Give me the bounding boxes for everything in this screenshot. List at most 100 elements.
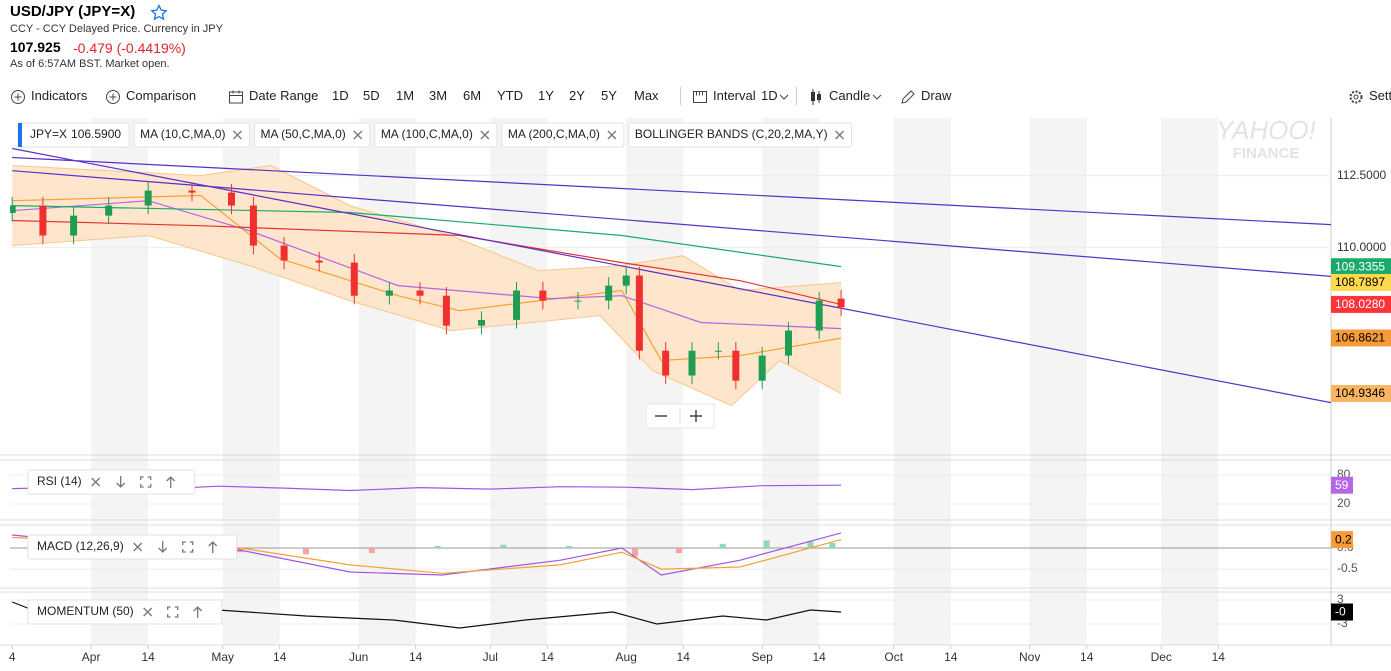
icon-close[interactable] <box>143 607 153 617</box>
chip <box>133 122 250 148</box>
study-label: MA (200,C,MA,0) <box>508 127 600 141</box>
draw-button[interactable]: Draw <box>921 88 952 103</box>
icon-close[interactable] <box>232 130 242 140</box>
price-tag-label: 108.7897 <box>1335 275 1385 289</box>
chip <box>253 122 371 148</box>
range-button[interactable]: 1D <box>332 88 349 103</box>
icon <box>229 90 243 104</box>
icon <box>106 90 120 104</box>
histogram-bar <box>763 540 770 549</box>
price-tag-label: 104.9346 <box>1335 386 1385 400</box>
icon-close[interactable] <box>835 130 845 140</box>
bollinger-fill <box>12 165 842 406</box>
interval-value[interactable]: 1D <box>761 88 778 103</box>
candle-body <box>350 262 358 296</box>
icon-close[interactable] <box>480 130 490 140</box>
range-button[interactable]: 5Y <box>601 88 617 103</box>
settings-button[interactable]: Settings <box>1369 88 1391 103</box>
icon-down[interactable] <box>116 476 126 488</box>
x-tick-label: Aug <box>616 650 637 664</box>
x-tick-label: Sep <box>751 650 773 664</box>
study-label: MA (10,C,MA,0) <box>140 127 225 141</box>
range-button[interactable]: Max <box>634 88 659 103</box>
indicators-button[interactable]: Indicators <box>31 88 88 103</box>
study-label: MA (50,C,MA,0) <box>260 127 345 141</box>
moving-average <box>12 200 842 330</box>
range-button[interactable]: 1M <box>396 88 415 103</box>
y-tick-label: -3 <box>1337 616 1348 630</box>
candle-body <box>662 350 670 376</box>
x-tick-label: 4 <box>9 650 16 664</box>
range-button[interactable]: YTD <box>497 88 523 103</box>
month-shade <box>358 118 416 645</box>
icon <box>872 94 882 100</box>
as-of: As of 6:57AM BST. Market open. <box>10 58 170 70</box>
x-tick-label: Dec <box>1151 650 1172 664</box>
icon <box>811 89 821 105</box>
histogram-bar <box>675 548 682 554</box>
candle-body <box>315 260 323 263</box>
moving-average <box>12 205 842 268</box>
chart-style-button[interactable]: Candle <box>829 88 871 103</box>
separator <box>796 87 797 105</box>
icon-expand[interactable] <box>167 606 179 618</box>
panel-label: MACD (12,26,9) <box>37 539 124 553</box>
panel-label: MOMENTUM (50) <box>37 604 134 618</box>
date-range-button[interactable]: Date Range <box>249 88 319 103</box>
x-tick-label: Jun <box>349 650 368 664</box>
candle-body <box>837 298 845 308</box>
candle-body <box>249 205 257 246</box>
histogram-bar <box>368 548 375 554</box>
range-button[interactable]: 2Y <box>569 88 585 103</box>
price-tag-label: 106.8621 <box>1335 331 1385 345</box>
month-shade <box>1029 118 1087 645</box>
icon-up[interactable] <box>208 541 218 553</box>
candle-body <box>70 215 78 236</box>
candle-body <box>442 295 450 326</box>
x-tick-label: 14 <box>141 650 155 664</box>
study-label: BOLLINGER BANDS (C,20,2,MA,Y) <box>635 127 828 141</box>
histogram-bar <box>631 548 638 557</box>
range-button[interactable]: 6M <box>463 88 482 103</box>
zoom-controls[interactable] <box>645 403 715 429</box>
range-button[interactable]: 1Y <box>538 88 554 103</box>
watermark: FINANCE <box>1233 145 1300 162</box>
candle-body <box>732 350 740 381</box>
icon-expand[interactable] <box>140 476 152 488</box>
icon-up[interactable] <box>193 606 203 618</box>
trend-line <box>12 147 1331 404</box>
icon-close[interactable] <box>353 130 363 140</box>
candle-body <box>188 190 196 193</box>
price-tag <box>1331 329 1391 347</box>
icon-close[interactable] <box>133 542 143 552</box>
icon-close[interactable] <box>607 130 617 140</box>
watermark: YAHOO! <box>1216 115 1316 145</box>
histogram-bar <box>303 548 310 555</box>
comparison-button[interactable]: Comparison <box>126 88 197 103</box>
icon-close[interactable] <box>91 477 101 487</box>
bollinger-lower <box>12 234 842 407</box>
watch-star[interactable] <box>150 4 168 22</box>
candle-body <box>280 245 288 261</box>
y-tick-label: 110.0000 <box>1337 240 1386 254</box>
price-tag <box>1331 258 1391 276</box>
icon <box>11 90 25 104</box>
price-tag <box>1331 295 1391 313</box>
subtitle: CCY - CCY Delayed Price. Currency in JPY <box>10 23 223 35</box>
x-tick-label: May <box>211 650 234 664</box>
study-label: MA (100,C,MA,0) <box>381 127 473 141</box>
icon-down[interactable] <box>158 541 168 553</box>
y-tick-label: -0.5 <box>1337 561 1358 575</box>
symbol-label: JPY=X <box>30 127 67 141</box>
icon-expand[interactable] <box>182 541 194 553</box>
x-tick-label: 14 <box>273 650 287 664</box>
range-button[interactable]: 5D <box>363 88 380 103</box>
moving-average <box>12 219 842 305</box>
chip <box>27 469 196 495</box>
candle-body <box>714 350 722 352</box>
icon-up[interactable] <box>166 476 176 488</box>
range-button[interactable]: 3M <box>429 88 448 103</box>
interval-button[interactable]: Interval <box>713 88 756 103</box>
panel-label: RSI (14) <box>37 474 82 488</box>
chip <box>27 599 223 625</box>
